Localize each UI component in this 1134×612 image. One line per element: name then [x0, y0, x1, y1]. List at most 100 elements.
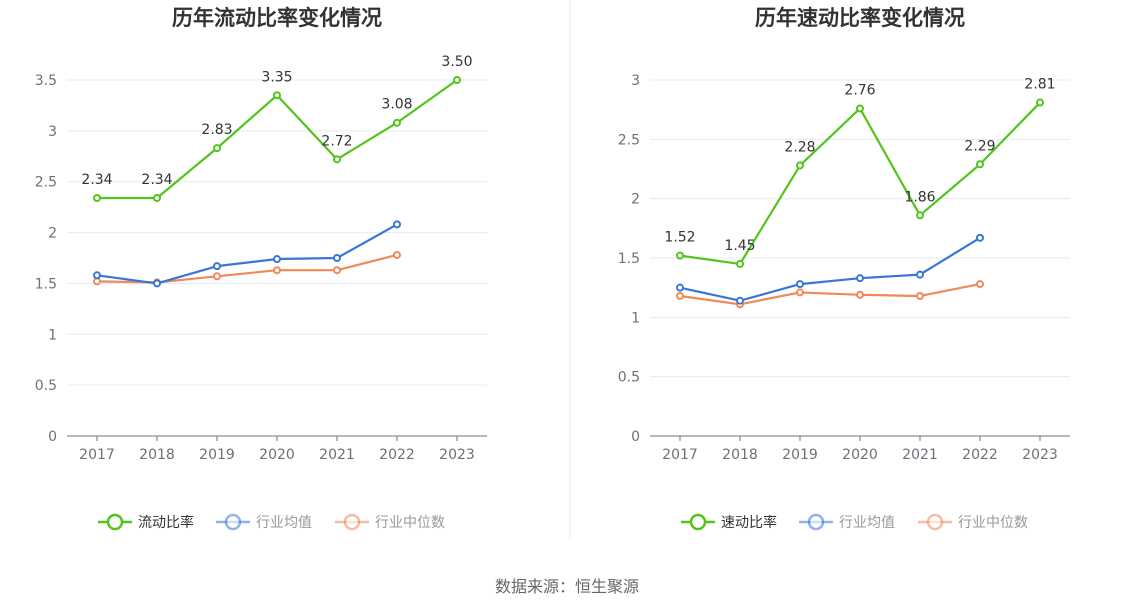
data-point[interactable] — [333, 254, 341, 262]
y-tick-label: 2.5 — [35, 175, 57, 191]
series-line-industry-median — [96, 253, 398, 284]
data-point[interactable] — [856, 274, 864, 283]
series-line-industry-median — [679, 283, 981, 306]
series-line-industry-mean — [96, 223, 398, 285]
data-point[interactable] — [453, 76, 461, 84]
data-source-label: 数据来源：恒生聚源 — [495, 577, 639, 596]
legend-marker-icon — [106, 513, 124, 531]
legend-label: 行业中位数 — [958, 515, 1028, 531]
x-tick-label: 2017 — [662, 447, 698, 463]
data-label: 1.45 — [724, 238, 755, 254]
data-point[interactable] — [796, 288, 804, 297]
data-label: 2.29 — [964, 138, 995, 154]
data-point[interactable] — [273, 91, 281, 100]
data-label: 2.81 — [1024, 77, 1055, 93]
data-point[interactable] — [393, 220, 401, 229]
x-tick-label: 2018 — [139, 447, 175, 463]
y-tick-label: 3 — [631, 73, 640, 89]
legend-label: 行业中位数 — [375, 515, 445, 531]
data-point[interactable] — [393, 118, 401, 127]
data-point[interactable] — [93, 277, 101, 286]
x-tick-label: 2023 — [1022, 447, 1058, 463]
x-tick-label: 2019 — [199, 447, 235, 463]
x-tick-label: 2023 — [439, 447, 475, 463]
series-line-industry-mean — [679, 236, 981, 302]
legend-label: 速动比率 — [721, 514, 777, 531]
data-point[interactable] — [736, 259, 744, 268]
data-point[interactable] — [333, 266, 341, 275]
data-point[interactable] — [153, 279, 161, 288]
x-tick-label: 2019 — [782, 447, 818, 463]
current-ratio-chart: 历年流动比率变化情况 0 0.5 1 1.5 2 2.5 3 3.5 2017 2018 2019 20… — [35, 6, 487, 531]
x-tick-label: 2020 — [259, 447, 295, 463]
legend-marker-icon — [689, 513, 707, 531]
data-point[interactable] — [213, 262, 221, 271]
data-point[interactable] — [93, 271, 101, 280]
data-label: 3.35 — [261, 69, 292, 85]
x-tick-label: 2018 — [722, 447, 758, 463]
data-point[interactable] — [93, 193, 101, 202]
legend-label: 行业均值 — [839, 515, 895, 531]
y-tick-label: 3 — [48, 124, 57, 140]
data-label: 2.83 — [201, 122, 232, 138]
data-label: 2.72 — [321, 133, 352, 149]
legend-item[interactable]: 行业中位数 — [918, 513, 1028, 531]
data-point[interactable] — [976, 233, 984, 242]
data-point[interactable] — [976, 280, 984, 289]
y-tick-label: 0.5 — [35, 378, 57, 394]
data-point[interactable] — [676, 251, 684, 260]
data-point[interactable] — [333, 155, 341, 164]
data-point[interactable] — [856, 290, 864, 299]
data-point[interactable] — [393, 250, 401, 259]
x-tick-label: 2017 — [79, 447, 115, 463]
y-tick-label: 1 — [631, 310, 640, 326]
data-point[interactable] — [796, 161, 804, 170]
data-point[interactable] — [736, 296, 744, 305]
legend-marker-icon — [807, 513, 825, 531]
data-point[interactable] — [213, 272, 221, 281]
data-point[interactable] — [153, 193, 161, 202]
data-point[interactable] — [676, 283, 684, 292]
x-tick-label: 2022 — [379, 447, 415, 463]
data-label: 2.34 — [141, 172, 172, 188]
data-label: 1.52 — [664, 230, 695, 246]
legend-item[interactable]: 速动比率 — [681, 513, 777, 531]
legend-item[interactable]: 流动比率 — [98, 513, 194, 531]
data-point[interactable] — [213, 144, 221, 153]
data-point[interactable] — [976, 160, 984, 169]
x-tick-label: 2021 — [319, 447, 355, 463]
legend-item[interactable]: 行业均值 — [799, 513, 895, 531]
data-point[interactable] — [1036, 98, 1044, 107]
data-point[interactable] — [273, 266, 281, 275]
legend-marker-icon — [926, 513, 944, 531]
data-label: 3.50 — [441, 54, 472, 70]
legend-label: 行业均值 — [256, 515, 312, 531]
data-point[interactable] — [916, 211, 924, 220]
data-label: 2.34 — [81, 172, 112, 188]
legend-item[interactable]: 行业均值 — [216, 513, 312, 531]
y-tick-label: 2.5 — [618, 132, 640, 148]
data-point[interactable] — [676, 291, 684, 300]
data-point[interactable] — [856, 104, 864, 113]
data-point[interactable] — [273, 255, 281, 264]
data-point[interactable] — [916, 270, 924, 279]
y-tick-label: 2 — [48, 226, 57, 242]
data-point[interactable] — [796, 280, 804, 289]
y-tick-label: 1.5 — [35, 276, 57, 292]
x-tick-label: 2021 — [902, 447, 938, 463]
legend-marker-icon — [224, 513, 242, 531]
y-tick-label: 0.5 — [618, 370, 640, 386]
y-tick-label: 1 — [48, 327, 57, 343]
data-point[interactable] — [916, 291, 924, 300]
y-tick-label: 3.5 — [35, 73, 57, 89]
data-label: 3.08 — [381, 97, 412, 113]
legend-marker-icon — [343, 513, 361, 531]
data-label: 1.86 — [904, 189, 935, 205]
legend-item[interactable]: 行业中位数 — [335, 513, 445, 531]
chart-title: 历年速动比率变化情况 — [755, 6, 965, 30]
y-tick-label: 0 — [631, 429, 640, 445]
y-tick-label: 0 — [48, 429, 57, 445]
x-tick-label: 2022 — [962, 447, 998, 463]
